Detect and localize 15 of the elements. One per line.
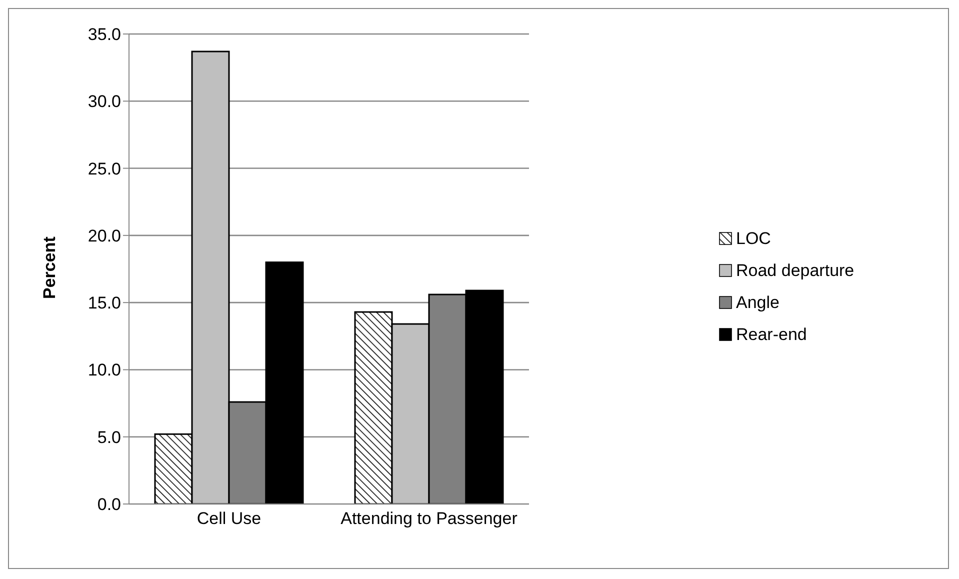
x-tick-label: Attending to Passenger: [340, 509, 518, 528]
legend-label: Angle: [736, 292, 780, 312]
y-tick-label: 15.0: [88, 294, 121, 313]
legend-label: Rear-end: [736, 324, 807, 344]
y-tick-label: 35.0: [88, 25, 121, 44]
legend-label: Road departure: [736, 260, 854, 280]
y-tick-label: 0.0: [97, 495, 121, 514]
y-tick-label: 30.0: [88, 92, 121, 112]
y-axis-title: Percent: [40, 236, 60, 299]
y-tick-label: 20.0: [88, 226, 121, 246]
legend-label: LOC: [736, 228, 771, 248]
y-tick-label: 25.0: [88, 159, 121, 178]
y-tick-label: 10.0: [88, 360, 121, 380]
x-tick-label: Cell Use: [196, 509, 262, 528]
y-tick-label: 5.0: [97, 428, 121, 447]
